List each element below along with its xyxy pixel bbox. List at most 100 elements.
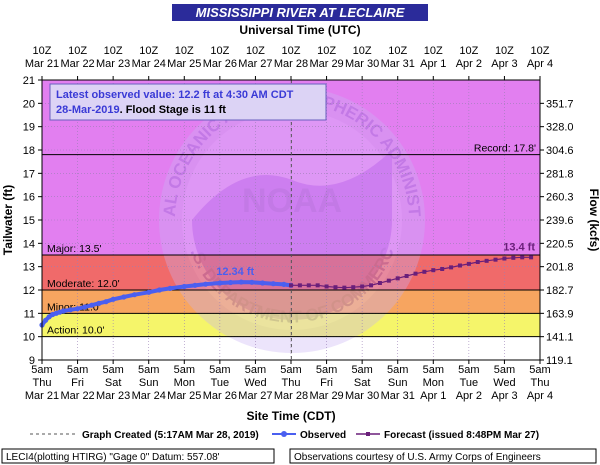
bottom-tick-date: Mar 21	[25, 390, 59, 402]
forecast-point	[493, 257, 498, 262]
category-label-record: Record: 17.8'	[474, 143, 536, 155]
top-tick-date: Apr 3	[491, 58, 517, 70]
bottom-tick-time: 5am	[280, 364, 301, 376]
info-flood-stage: . Flood Stage is 11 ft	[120, 104, 227, 116]
observed-point	[89, 302, 95, 308]
zone-action	[42, 313, 540, 337]
top-tick-date: Mar 22	[60, 58, 94, 70]
bottom-tick-date: Mar 26	[203, 390, 237, 402]
footer-right: Observations courtesy of U.S. Army Corps…	[294, 452, 541, 463]
forecast-point	[289, 283, 293, 288]
forecast-point	[315, 283, 320, 288]
bottom-tick-date: Mar 30	[345, 390, 379, 402]
bottom-tick-date: Mar 22	[60, 390, 94, 402]
forecast-line	[291, 256, 532, 289]
forecast-point	[306, 283, 311, 288]
observed-point	[270, 281, 276, 287]
bottom-tick-weekday: Thu	[33, 377, 52, 389]
forecast-point	[342, 285, 347, 290]
bottom-tick-time: 5am	[529, 364, 550, 376]
bottom-tick-weekday: Thu	[531, 377, 550, 389]
right-tick-label: 260.3	[546, 192, 574, 204]
axis-labels: 9 10 11 12 13 14 15 16 17 18 19 20 21 119.1 141.1 163.9…	[23, 45, 574, 402]
forecast-point	[484, 258, 489, 263]
top-tick-date: Mar 28	[274, 58, 308, 70]
zone-below-action	[42, 336, 540, 360]
bottom-tick-date: Mar 24	[132, 390, 166, 402]
bottom-tick-time: 5am	[458, 364, 479, 376]
left-tick-label: 13	[23, 262, 35, 274]
left-tick-label: 11	[24, 308, 35, 320]
category-label-moderate: Moderate: 12.0'	[47, 278, 120, 290]
left-tick-label: 17	[23, 168, 35, 180]
bottom-tick-time: 5am	[494, 364, 515, 376]
footer-right-box	[289, 448, 597, 464]
right-tick-label: 220.5	[546, 238, 574, 250]
right-tick-label: 201.8	[546, 262, 574, 274]
observed-point	[74, 306, 81, 312]
legend-forecast-label: Forecast (issued 8:48PM Mar 27)	[384, 430, 539, 441]
observed-peak-label: 12.34 ft	[216, 266, 254, 278]
forecast-point	[369, 283, 374, 288]
bottom-tick-weekday: Wed	[493, 377, 515, 389]
bottom-tick-weekday: Sat	[105, 377, 122, 389]
observed-point	[259, 280, 266, 286]
bottom-tick-time: 5am	[31, 364, 52, 376]
category-label-major: Major: 13.5'	[47, 243, 102, 255]
top-tick-date: Mar 23	[96, 58, 130, 70]
right-tick-label: 239.6	[546, 215, 574, 227]
top-tick-time: 10Z	[104, 45, 123, 57]
zone-minor	[42, 290, 540, 314]
right-axis-title: Flow (kcfs)	[587, 189, 600, 252]
bottom-axis-title: Site Time (CDT)	[246, 409, 335, 423]
top-tick-time: 10Z	[459, 45, 478, 57]
forecast-point	[502, 256, 507, 261]
bottom-tick-weekday: Sun	[388, 377, 408, 389]
top-tick-time: 10Z	[424, 45, 443, 57]
left-tick-label: 9	[29, 355, 35, 367]
observed-point	[217, 280, 223, 286]
forecast-point	[333, 285, 338, 290]
forecast-point	[413, 271, 418, 276]
top-tick-time: 10Z	[246, 45, 265, 57]
top-tick-time: 10Z	[317, 45, 336, 57]
forecast-point	[431, 268, 436, 273]
forecast-point	[422, 269, 427, 274]
forecast-point	[360, 284, 365, 289]
left-tick-label: 19	[23, 122, 35, 134]
top-tick-date: Mar 21	[25, 58, 59, 70]
bottom-tick-time: 5am	[174, 364, 195, 376]
forecast-point	[351, 285, 356, 290]
top-tick-date: Mar 25	[167, 58, 201, 70]
bottom-tick-time: 5am	[102, 364, 123, 376]
bottom-tick-time: 5am	[387, 364, 408, 376]
observed-point	[227, 279, 234, 286]
bottom-tick-date: Mar 23	[96, 390, 130, 402]
left-tick-label: 14	[23, 238, 35, 250]
top-tick-time: 10Z	[353, 45, 372, 57]
bottom-tick-weekday: Tue	[211, 377, 230, 389]
observed-point	[281, 281, 287, 287]
left-tick-label: 16	[23, 192, 35, 204]
top-tick-date: Apr 1	[420, 58, 446, 70]
forecast-point	[520, 255, 525, 260]
observed-point	[156, 287, 162, 293]
top-tick-date: Mar 27	[238, 58, 272, 70]
top-tick-date: Mar 24	[132, 58, 166, 70]
right-tick-label: 304.6	[546, 145, 574, 157]
forecast-point	[457, 263, 462, 268]
legend-created-label: Graph Created (5:17AM Mar 28, 2019)	[82, 430, 259, 441]
right-tick-label: 328.0	[546, 122, 574, 134]
left-tick-label: 20	[23, 98, 35, 110]
footer-left: LECI4(plotting HTIRG) "Gage 0" Datum: 55…	[6, 452, 220, 463]
bottom-tick-weekday: Sat	[354, 377, 371, 389]
observed-point	[167, 285, 173, 291]
right-tick-label: 163.9	[546, 308, 574, 320]
bottom-tick-date: Apr 1	[420, 390, 446, 402]
forecast-point	[297, 283, 302, 288]
forecast-point	[404, 274, 409, 278]
observed-point	[146, 289, 152, 295]
observed-point	[110, 296, 116, 302]
category-label-action: Action: 10.0'	[47, 325, 104, 337]
